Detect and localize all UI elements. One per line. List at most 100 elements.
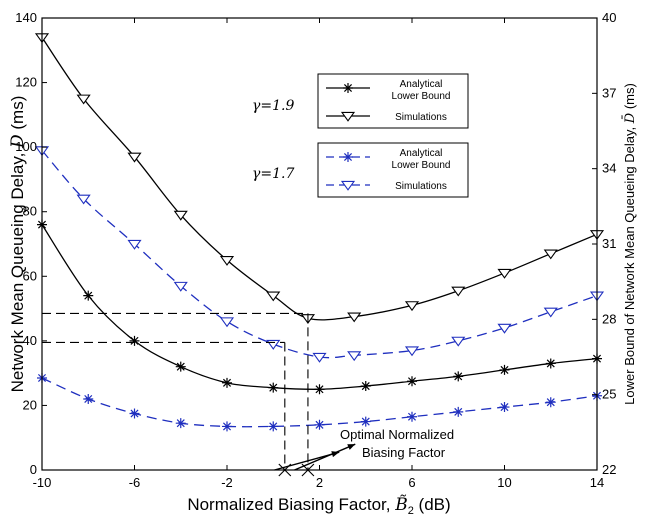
y-right-tick-label: 34 bbox=[602, 161, 616, 176]
y-left-tick-label: 100 bbox=[15, 139, 37, 154]
series-3-point-2 bbox=[129, 408, 140, 419]
y-right-tick-label: 40 bbox=[602, 10, 616, 25]
series-3-point-6 bbox=[314, 419, 325, 430]
y-left-tick-label: 40 bbox=[23, 333, 37, 348]
series-2-point-5 bbox=[268, 382, 279, 393]
y-left-label-symbol: D bbox=[8, 134, 28, 149]
series-1-point-10 bbox=[497, 323, 512, 334]
series-1-point-8 bbox=[404, 346, 420, 357]
y-right-tick-label: 37 bbox=[602, 85, 616, 100]
x-tick-label: -10 bbox=[33, 475, 52, 490]
x-axis-label-unit: (dB) bbox=[414, 495, 451, 514]
series-2-point-6 bbox=[314, 384, 325, 395]
x-tick-label: 14 bbox=[590, 475, 604, 490]
annotation-arrowhead-0 bbox=[331, 451, 340, 458]
legend-box-1 bbox=[317, 142, 469, 198]
y-left-tick-label: 120 bbox=[15, 75, 37, 90]
legend-label-line1: Analytical bbox=[400, 79, 443, 90]
legend-box-0 bbox=[317, 73, 469, 129]
series-2-point-7 bbox=[360, 381, 371, 392]
series-2-point-11 bbox=[545, 358, 556, 369]
series-0-point-10 bbox=[497, 268, 512, 279]
series-1-point-7 bbox=[347, 351, 362, 362]
y-left-tick-label: 20 bbox=[23, 397, 37, 412]
series-3-point-7 bbox=[360, 416, 371, 427]
series-0-point-5 bbox=[266, 291, 281, 302]
y-left-tick-label: 80 bbox=[23, 204, 37, 219]
series-1-point-9 bbox=[451, 336, 466, 347]
annotation-text-line-1: Optimal Normalized bbox=[340, 427, 454, 442]
series-3-point-3 bbox=[175, 418, 186, 429]
y-left-axis-label: Network Mean Queueing Delay, D (ms) bbox=[8, 96, 28, 393]
y-right-label-unit: (ms) bbox=[622, 83, 637, 113]
legend-asterisk-icon bbox=[343, 83, 353, 93]
series-3-point-11 bbox=[545, 397, 556, 408]
series-1-point-5 bbox=[266, 339, 281, 350]
series-3-point-8 bbox=[407, 411, 417, 422]
legend-triangle-icon bbox=[340, 111, 356, 122]
y-right-label-symbol: D̄ bbox=[622, 112, 638, 124]
legend-asterisk-icon bbox=[343, 152, 353, 162]
legend-label: Simulations bbox=[395, 181, 447, 192]
y-right-tick-label: 22 bbox=[602, 462, 616, 477]
series-1-point-3 bbox=[173, 281, 188, 292]
legend-label-line1: Analytical bbox=[400, 148, 443, 159]
y-left-label-text: Network Mean Queueing Delay, bbox=[8, 148, 27, 392]
series-2-point-1 bbox=[83, 290, 94, 301]
x-axis-label-text: Normalized Biasing Factor, bbox=[187, 495, 395, 514]
y-right-label-text: Lower Bound of Network Mean Queueing Del… bbox=[622, 123, 637, 405]
series-0-point-7 bbox=[347, 312, 362, 323]
series-1-point-6 bbox=[312, 352, 327, 363]
series-2-point-10 bbox=[499, 364, 510, 375]
y-right-axis-label: Lower Bound of Network Mean Queueing Del… bbox=[622, 83, 638, 405]
series-1-point-11 bbox=[543, 307, 558, 318]
series-2-point-4 bbox=[222, 377, 232, 388]
annotation-layer: Optimal Normalized Biasing Factor bbox=[42, 312, 454, 477]
series-0-point-1 bbox=[76, 94, 91, 105]
legend-label: Simulations bbox=[395, 112, 447, 123]
legend-gamma-label-1: γ=1.7 bbox=[252, 166, 294, 182]
series-1-point-2 bbox=[127, 239, 142, 250]
series-0-point-8 bbox=[404, 301, 420, 312]
series-0-point-4 bbox=[219, 255, 235, 266]
annotation-text-line-2: Biasing Factor bbox=[362, 445, 446, 460]
y-left-label-unit: (ms) bbox=[8, 96, 27, 135]
legend-triangle-icon bbox=[340, 180, 356, 191]
y-right-tick-label: 25 bbox=[602, 387, 616, 402]
x-axis-label-sub: 2 bbox=[408, 505, 414, 517]
y-right-tick-label: 31 bbox=[602, 236, 616, 251]
x-tick-label: 2 bbox=[316, 475, 323, 490]
x-tick-label: -6 bbox=[129, 475, 141, 490]
series-2-point-8 bbox=[407, 376, 417, 387]
y-left-tick-label: 140 bbox=[15, 10, 37, 25]
series-2-point-3 bbox=[175, 361, 186, 372]
annotation-arrow-1 bbox=[294, 443, 356, 471]
y-left-tick-label: 60 bbox=[23, 268, 37, 283]
series-0-point-3 bbox=[173, 210, 188, 221]
legend-label-line2: Lower Bound bbox=[392, 160, 451, 171]
series-layer bbox=[34, 33, 605, 432]
y-left-tick-label: 0 bbox=[30, 462, 37, 477]
legend-label-line2: Lower Bound bbox=[392, 91, 451, 102]
series-3-point-9 bbox=[453, 406, 464, 417]
series-1-point-4 bbox=[219, 317, 235, 328]
series-line-2 bbox=[41, 224, 598, 390]
legend-gamma-label-0: γ=1.9 bbox=[252, 98, 294, 114]
annotation-arrowhead-1 bbox=[347, 444, 356, 450]
series-0-point-9 bbox=[451, 286, 466, 297]
x-axis-label-symbol: B̃ bbox=[394, 495, 408, 515]
x-tick-label: 6 bbox=[408, 475, 415, 490]
axes: -10 -6 -2 2 6 10 14020406080100120140222528313… bbox=[8, 10, 638, 517]
series-3-point-4 bbox=[222, 421, 232, 432]
x-axis-label: Normalized Biasing Factor, B̃2 (dB) bbox=[187, 495, 450, 517]
x-tick-label: 10 bbox=[497, 475, 511, 490]
series-1-point-1 bbox=[76, 194, 91, 205]
series-0-point-2 bbox=[127, 152, 142, 163]
series-2-point-9 bbox=[453, 371, 464, 382]
series-3-point-1 bbox=[83, 393, 94, 404]
series-3-point-5 bbox=[268, 421, 279, 432]
x-tick-label: -2 bbox=[221, 475, 233, 490]
y-right-tick-label: 28 bbox=[602, 311, 616, 326]
